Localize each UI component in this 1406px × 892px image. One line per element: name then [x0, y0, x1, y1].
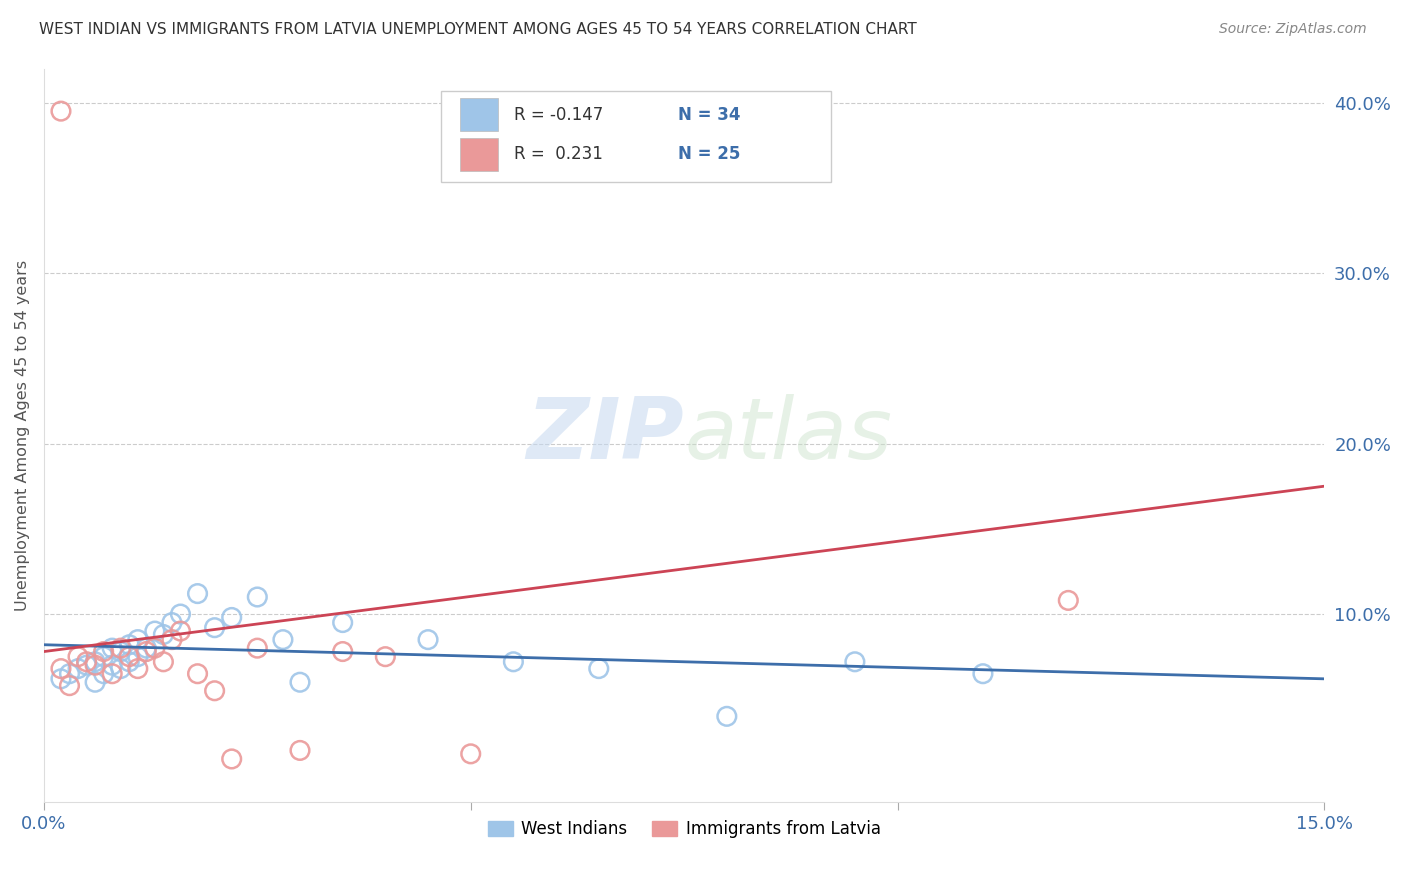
Point [588, 662, 610, 676]
Point [101, 666, 124, 681]
Point [84, 658, 107, 673]
Point [67, 662, 90, 676]
Point [127, 632, 149, 647]
Point [288, 743, 311, 757]
FancyBboxPatch shape [460, 137, 499, 170]
FancyBboxPatch shape [441, 90, 831, 182]
Point [118, 655, 141, 669]
Point [143, 641, 166, 656]
Text: ZIP: ZIP [526, 393, 685, 476]
Point [93, 666, 115, 681]
Point [152, 627, 174, 641]
Point [716, 709, 738, 723]
Text: N = 34: N = 34 [678, 106, 740, 124]
Text: R = -0.147: R = -0.147 [513, 106, 603, 124]
Point [844, 655, 866, 669]
Point [135, 641, 157, 656]
Point [187, 666, 209, 681]
Point [1057, 593, 1080, 607]
Point [169, 624, 191, 639]
Point [246, 641, 269, 656]
Point [118, 638, 141, 652]
Point [502, 655, 524, 669]
Point [93, 644, 115, 658]
Point [271, 632, 294, 647]
Point [110, 662, 132, 676]
Point [972, 666, 994, 681]
Point [246, 590, 269, 604]
Point [332, 615, 354, 630]
Text: WEST INDIAN VS IMMIGRANTS FROM LATVIA UNEMPLOYMENT AMONG AGES 45 TO 54 YEARS COR: WEST INDIAN VS IMMIGRANTS FROM LATVIA UN… [39, 22, 917, 37]
Point [67, 649, 90, 664]
Y-axis label: Unemployment Among Ages 45 to 54 years: Unemployment Among Ages 45 to 54 years [15, 260, 30, 611]
Point [58, 666, 80, 681]
Point [49, 662, 72, 676]
Point [84, 675, 107, 690]
Point [160, 632, 183, 647]
Point [169, 607, 191, 621]
Point [76, 658, 98, 673]
Point [49, 672, 72, 686]
Point [127, 649, 149, 664]
Text: R =  0.231: R = 0.231 [513, 145, 603, 163]
Point [460, 747, 482, 761]
Point [288, 675, 311, 690]
Point [221, 610, 243, 624]
Point [58, 679, 80, 693]
Point [101, 658, 124, 673]
Legend: West Indians, Immigrants from Latvia: West Indians, Immigrants from Latvia [481, 814, 887, 845]
Point [187, 586, 209, 600]
Text: N = 25: N = 25 [678, 145, 740, 163]
Point [110, 641, 132, 656]
Point [93, 649, 115, 664]
Point [416, 632, 439, 647]
Point [221, 752, 243, 766]
Point [84, 655, 107, 669]
Point [204, 621, 226, 635]
Point [143, 624, 166, 639]
Point [76, 655, 98, 669]
Point [332, 644, 354, 658]
Text: atlas: atlas [685, 393, 893, 476]
Point [135, 644, 157, 658]
Point [118, 649, 141, 664]
Point [204, 683, 226, 698]
FancyBboxPatch shape [460, 98, 499, 131]
Point [49, 104, 72, 119]
Point [127, 662, 149, 676]
Point [374, 649, 396, 664]
Point [101, 641, 124, 656]
Point [160, 615, 183, 630]
Text: Source: ZipAtlas.com: Source: ZipAtlas.com [1219, 22, 1367, 37]
Point [152, 655, 174, 669]
Point [110, 644, 132, 658]
